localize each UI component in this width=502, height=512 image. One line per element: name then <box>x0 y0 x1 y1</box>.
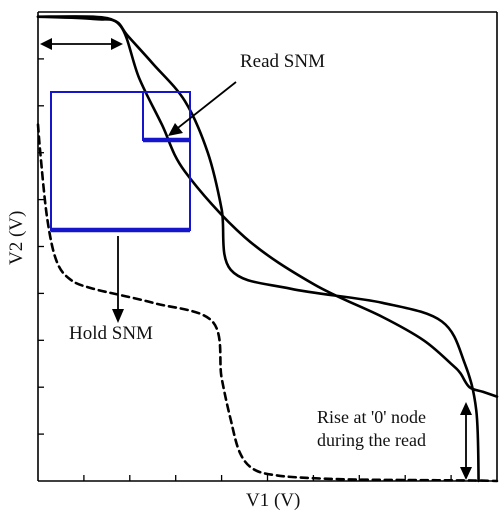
hold-snm-square <box>50 91 191 231</box>
plot-axes <box>37 11 498 482</box>
series-group <box>36 15 499 483</box>
series-line-solid-2 <box>36 15 480 483</box>
x-axis-label: V1 (V) <box>246 490 300 511</box>
read-snm-label: Read SNM <box>240 51 325 72</box>
hold-snm-arrow <box>112 236 124 323</box>
rise-arrow <box>460 402 472 480</box>
y-axis-label: V2 (V) <box>6 211 27 265</box>
rise-label-line1: Rise at '0' node <box>317 407 426 427</box>
series-line-dashed <box>36 123 499 483</box>
top-width-arrow <box>40 38 123 50</box>
axis-ticks <box>38 58 452 481</box>
hold-snm-label: Hold SNM <box>69 323 153 344</box>
read-snm-arrow <box>168 81 237 136</box>
rise-label-line2: during the read <box>317 430 426 450</box>
series-line-solid-1 <box>36 15 499 398</box>
